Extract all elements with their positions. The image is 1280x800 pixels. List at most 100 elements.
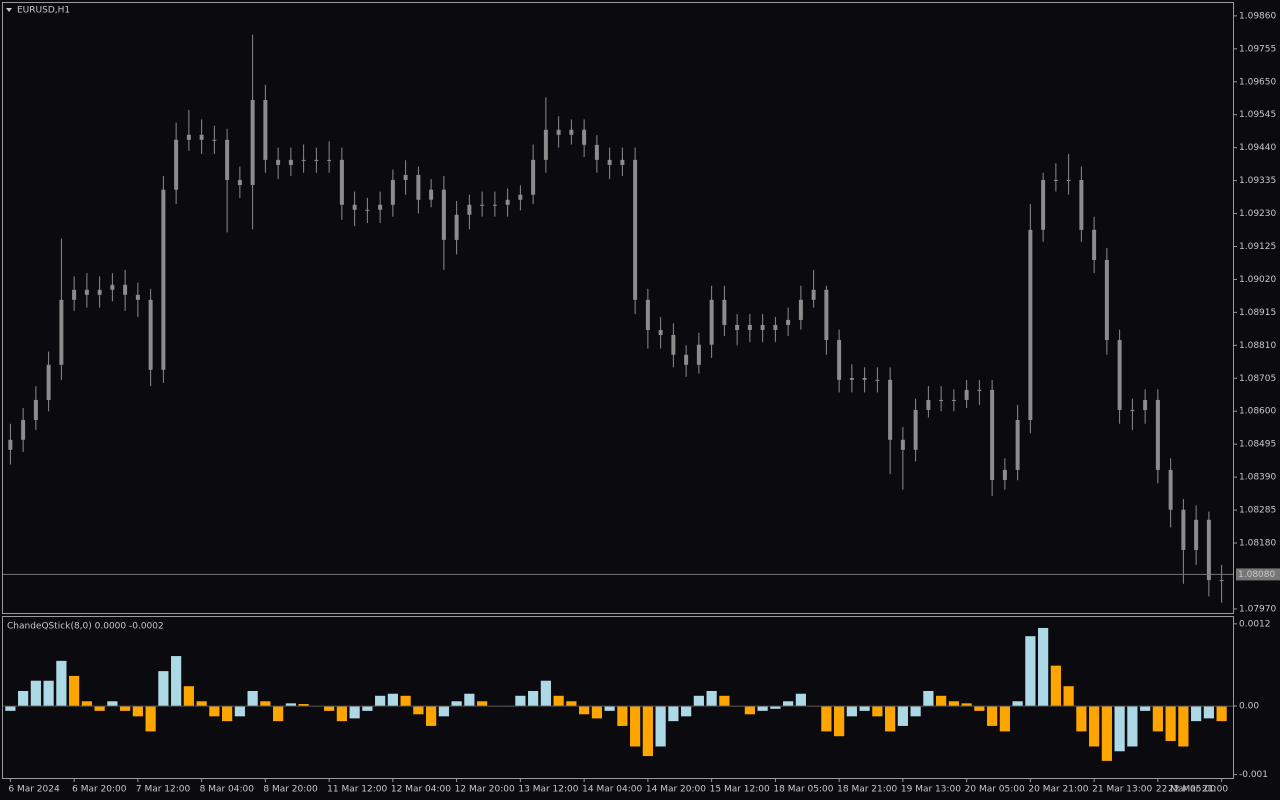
candle-body bbox=[1066, 179, 1071, 181]
x-tick-label: 6 Mar 20:00 bbox=[72, 785, 127, 795]
histogram-bar bbox=[413, 706, 424, 715]
histogram-bar bbox=[1203, 706, 1214, 719]
histogram-bar bbox=[247, 690, 258, 707]
histogram-bar bbox=[719, 695, 730, 707]
y-tick-label: 1.07970 bbox=[1239, 604, 1276, 614]
x-tick-label: 12 Mar 20:00 bbox=[455, 785, 515, 795]
histogram-bar bbox=[183, 686, 194, 707]
histogram-bar bbox=[324, 706, 335, 711]
y-tick-label: 1.08390 bbox=[1239, 473, 1276, 483]
histogram-bar bbox=[1101, 706, 1112, 761]
candle-body bbox=[735, 324, 740, 330]
histogram-bar bbox=[617, 706, 628, 726]
histogram-bar bbox=[706, 690, 717, 707]
candle-body bbox=[620, 159, 625, 165]
histogram-bar bbox=[923, 690, 934, 707]
candle-body bbox=[1092, 229, 1097, 260]
candle-body bbox=[480, 204, 485, 206]
x-tick-label: 8 Mar 04:00 bbox=[200, 785, 255, 795]
y-tick-label: -0.001 bbox=[1239, 770, 1268, 780]
candle-body bbox=[33, 399, 38, 421]
candle-body bbox=[237, 179, 242, 185]
symbol-menu-icon[interactable] bbox=[6, 8, 12, 12]
candle-body bbox=[824, 289, 829, 341]
histogram-bar bbox=[859, 706, 870, 711]
candle-body bbox=[314, 159, 319, 161]
histogram-bar bbox=[553, 695, 564, 707]
candle-body bbox=[594, 144, 599, 160]
histogram-bar bbox=[120, 706, 131, 711]
x-tick-label: 11 Mar 12:00 bbox=[327, 785, 387, 795]
histogram-bar bbox=[528, 690, 539, 707]
histogram-bar bbox=[655, 706, 666, 747]
candle-body bbox=[288, 159, 293, 165]
histogram-bar bbox=[1152, 706, 1163, 732]
candle-body bbox=[913, 409, 918, 450]
candle-body bbox=[365, 209, 370, 211]
histogram-bar bbox=[1063, 686, 1074, 707]
candle-body bbox=[798, 299, 803, 320]
candle-body bbox=[1117, 340, 1122, 410]
histogram-bar bbox=[477, 701, 488, 707]
candle-body bbox=[1155, 399, 1160, 470]
candle-body bbox=[97, 289, 102, 295]
y-tick-label: 1.09440 bbox=[1239, 143, 1276, 153]
histogram-bar bbox=[540, 680, 551, 707]
indicator-pane-frame bbox=[2, 616, 1234, 779]
candle-body bbox=[747, 324, 752, 330]
y-tick-label: 1.08495 bbox=[1239, 440, 1276, 450]
histogram-bar bbox=[1050, 665, 1061, 707]
candle-body bbox=[174, 139, 179, 190]
candle-body bbox=[1130, 409, 1135, 411]
candle-body bbox=[161, 189, 166, 370]
histogram-bar bbox=[1076, 706, 1087, 732]
histogram-bar bbox=[1038, 627, 1049, 707]
candle-body bbox=[59, 299, 64, 365]
histogram-bar bbox=[872, 706, 883, 717]
candle-body bbox=[875, 379, 880, 381]
candle-body bbox=[939, 399, 944, 401]
candle-body bbox=[263, 99, 268, 160]
histogram-bar bbox=[910, 706, 921, 717]
histogram-bar bbox=[234, 706, 245, 717]
y-tick-label: 1.09755 bbox=[1239, 44, 1276, 54]
candle-body bbox=[531, 159, 536, 195]
histogram-bar bbox=[948, 701, 959, 707]
candle-body bbox=[250, 99, 255, 185]
candle-body bbox=[46, 364, 51, 400]
histogram-bar bbox=[1216, 706, 1227, 722]
histogram-bar bbox=[999, 706, 1010, 732]
histogram-bar bbox=[362, 706, 373, 711]
candle-body bbox=[8, 439, 13, 450]
histogram-bar bbox=[987, 706, 998, 726]
candle-body bbox=[110, 284, 115, 290]
histogram-bar bbox=[579, 706, 590, 715]
candle-body bbox=[582, 129, 587, 145]
y-tick-label: 1.08705 bbox=[1239, 374, 1276, 384]
candle-body bbox=[837, 340, 842, 380]
histogram-bar bbox=[349, 706, 360, 719]
histogram-bar bbox=[336, 706, 347, 722]
y-tick-label: 1.08285 bbox=[1239, 506, 1276, 516]
price-pane-frame bbox=[2, 2, 1234, 614]
y-tick-label: 1.09020 bbox=[1239, 275, 1276, 285]
candle-body bbox=[569, 129, 574, 135]
candle-body bbox=[84, 289, 89, 295]
last-price-box bbox=[1236, 568, 1280, 581]
histogram-bar bbox=[897, 706, 908, 726]
y-tick-label: 1.08600 bbox=[1239, 407, 1276, 417]
histogram-bar bbox=[30, 680, 41, 707]
y-tick-label: 1.09230 bbox=[1239, 209, 1276, 219]
histogram-bar bbox=[273, 706, 284, 722]
candle-body bbox=[556, 129, 561, 135]
histogram-bar bbox=[426, 706, 437, 726]
histogram-bar bbox=[209, 706, 220, 717]
histogram-bar bbox=[298, 704, 309, 707]
y-tick-label: 1.09125 bbox=[1239, 242, 1276, 252]
histogram-bar bbox=[387, 693, 398, 707]
histogram-bar bbox=[43, 680, 54, 707]
histogram-bar bbox=[158, 671, 169, 707]
histogram-bar bbox=[744, 706, 755, 715]
candle-body bbox=[849, 377, 854, 380]
